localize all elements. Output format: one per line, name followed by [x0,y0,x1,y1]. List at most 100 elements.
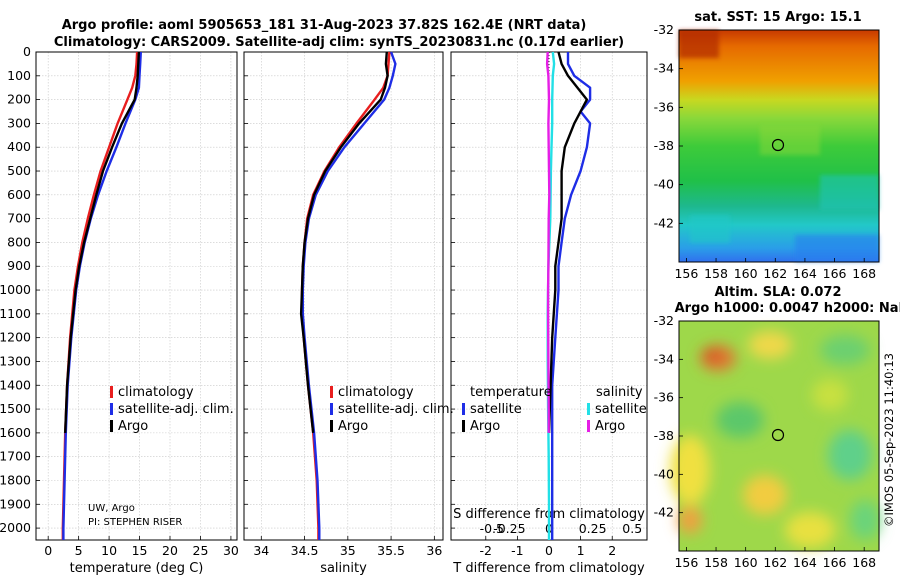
top-tick-label: -0.25 [493,521,525,536]
map-y-tick-label: -34 [654,351,674,366]
x-tick-label: 34 [253,543,269,558]
legend-s-argo-swatch [587,420,590,432]
series-line-argo [299,51,389,434]
map-y-tick-label: -40 [654,177,674,192]
depth-tick-label: 700 [7,211,31,226]
sla-map-title2: Argo h1000: 0.0047 h2000: NaN [675,301,900,316]
legend-s-argo-label: Argo [595,419,625,434]
header-line1: Argo profile: aoml 5905653_181 31-Aug-20… [62,18,587,33]
depth-tick-label: 1900 [0,496,31,511]
top-tick-label: -0.5 [480,521,504,536]
legend-climatology-swatch [330,386,333,398]
depth-tick-label: 1400 [0,377,31,392]
map-y-tick-label: -32 [654,313,674,328]
map-x-tick-label: 162 [763,555,787,570]
legend-t-satellite-label: satellite [470,402,522,417]
map-x-tick-label: 164 [793,266,817,281]
sst-axes: -32 -34 -36 -38 -40 -42 156 158 160 162 164 166 168 [654,22,877,281]
legend-climatology-label: climatology [338,385,414,400]
temperature-panel: 0 5 10 15 20 25 30 temperature (deg C) [35,51,239,576]
legend-s-satellite-label: satellite [595,402,647,417]
series-line-temperature-satellite [551,52,592,540]
map-y-tick-label: -34 [654,61,674,76]
series-line-climatology [300,51,391,540]
credit-line1: UW, Argo [88,503,135,514]
map-x-tick-label: 166 [823,266,847,281]
x-tick-label: 5 [75,543,83,558]
legend-temperature-header: temperature [470,385,552,400]
map-x-tick-label: 162 [763,266,787,281]
x-tick-label: 10 [101,543,117,558]
map-y-tick-label: -36 [654,99,674,114]
x-tick-label: 35.5 [377,543,405,558]
legend-satellite-label: satellite-adj. clim. [338,402,454,417]
depth-tick-label: 0 [23,44,31,59]
map-y-tick-label: -38 [654,428,674,443]
x-tick-label: 34.5 [291,543,319,558]
x-tick-label: 0 [545,543,553,558]
salinity-legend: climatology satellite-adj. clim. Argo [330,385,454,434]
map-y-tick-label: -36 [654,390,674,405]
credit-line2: PI: STEPHEN RISER [88,517,182,528]
series-line-salinity-argo [545,51,551,433]
map-x-tick-label: 164 [793,555,817,570]
sst-map [678,29,880,263]
top-tick-label: 0.25 [579,521,607,536]
map-y-tick-label: -42 [654,215,674,230]
depth-tick-label: 400 [7,139,31,154]
x-tick-label: 2 [608,543,616,558]
map-x-tick-label: 168 [852,266,876,281]
header-line2: Climatology: CARS2009. Satellite-adj cli… [54,35,624,50]
top-tick-label: 0.5 [622,521,642,536]
depth-tick-label: 500 [7,163,31,178]
legend-argo-label: Argo [118,419,148,434]
legend-argo-swatch [330,420,333,432]
sla-argo-marker [771,428,785,442]
series-line-salinity-satellite [546,51,556,540]
x-tick-label: 30 [223,543,239,558]
sst-map-title: sat. SST: 15 Argo: 15.1 [694,10,861,25]
map-x-tick-label: 160 [734,266,758,281]
depth-tick-label: 2000 [0,520,31,535]
series-line-argo [64,51,141,433]
map-x-tick-label: 156 [674,266,698,281]
x-tick-label: 1 [577,543,585,558]
legend-satellite-swatch [330,403,333,415]
depth-tick-label: 1800 [0,472,31,487]
plot-frame [35,51,238,541]
sla-axes: -32 -34 -36 -38 -40 -42 156 158 160 162 164 166 168 [654,313,877,570]
map-x-tick-label: 156 [674,555,698,570]
depth-tick-label: 900 [7,258,31,273]
x-axis-label: temperature (deg C) [70,561,204,576]
difference-legend: temperature salinity satellite Argo sate… [462,385,647,434]
map-x-tick-label: 166 [823,555,847,570]
map-y-tick-label: -32 [654,22,674,37]
x-tick-label: 0 [44,543,52,558]
legend-salinity-header: salinity [596,385,643,400]
series-line-temperature-argo [547,51,589,433]
x-axis-label: salinity [320,561,367,576]
legend-satellite-swatch [110,403,113,415]
depth-tick-label: 100 [7,68,31,83]
x-tick-label: -2 [480,543,492,558]
legend-s-satellite-swatch [587,403,590,415]
legend-satellite-label: satellite-adj. clim. [118,402,234,417]
legend-argo-label: Argo [338,419,368,434]
x-axis-label: T difference from climatology [452,561,645,576]
x-tick-label: 35 [340,543,356,558]
map-x-tick-label: 160 [734,555,758,570]
depth-tick-label: 1700 [0,449,31,464]
map-y-tick-label: -38 [654,138,674,153]
depth-tick-label: 1000 [0,282,31,297]
legend-climatology-label: climatology [118,385,194,400]
depth-tick-label: 800 [7,234,31,249]
depth-tick-label: 1100 [0,306,31,321]
map-y-tick-label: -42 [654,505,674,520]
legend-climatology-swatch [110,386,113,398]
depth-tick-label: 1300 [0,353,31,368]
depth-tick-label: 200 [7,92,31,107]
depth-tick-label: 600 [7,187,31,202]
legend-t-satellite-swatch [462,403,465,415]
x-tick-label: 25 [193,543,209,558]
